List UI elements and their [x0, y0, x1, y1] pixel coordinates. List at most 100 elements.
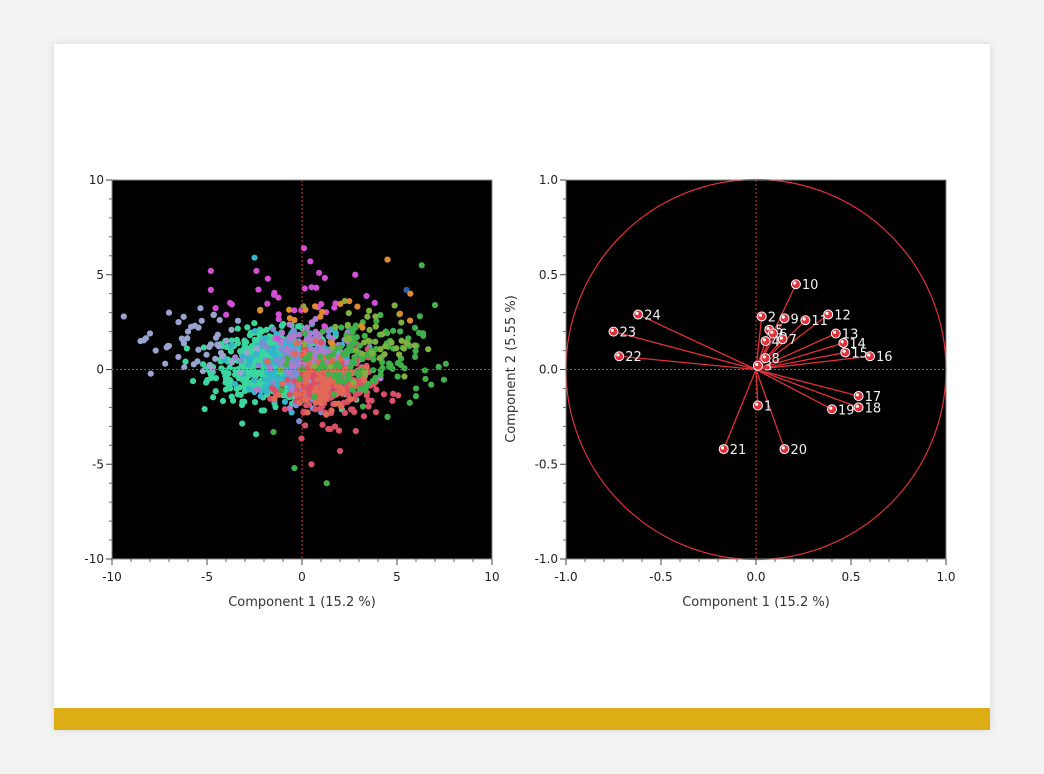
loading-vector-line: [755, 368, 859, 397]
accent-bar: [54, 708, 990, 730]
score-point: [291, 307, 298, 314]
score-point: [270, 379, 277, 386]
score-point: [377, 346, 384, 353]
score-point: [181, 364, 188, 371]
score-point: [349, 386, 356, 394]
score-point: [251, 399, 259, 406]
loading-point-highlight: [833, 330, 837, 334]
x-tick-label: 5: [393, 570, 401, 584]
score-point: [264, 369, 271, 376]
x-tick-label: -10: [102, 570, 122, 584]
loading-point-label: 24: [644, 309, 661, 324]
score-point: [425, 346, 432, 353]
loading-point-highlight: [793, 281, 797, 285]
y-tick-label: 0: [96, 363, 104, 377]
score-point: [327, 363, 334, 370]
score-point: [214, 341, 221, 348]
score-point: [191, 322, 198, 329]
score-point: [381, 351, 388, 358]
score-point: [312, 330, 319, 337]
score-point: [384, 256, 391, 263]
score-point: [340, 350, 347, 358]
score-point: [360, 377, 368, 384]
score-point: [251, 327, 259, 335]
score-point: [325, 353, 332, 360]
score-point: [286, 321, 293, 328]
score-point: [356, 342, 363, 349]
loading-point: [779, 313, 790, 324]
score-point: [120, 313, 127, 320]
y-tick-label: -10: [84, 552, 104, 566]
score-point: [292, 356, 299, 363]
score-point: [275, 294, 282, 301]
score-point: [318, 339, 325, 346]
score-point: [206, 343, 213, 351]
score-point: [296, 418, 303, 425]
score-point: [352, 427, 359, 435]
score-point: [402, 339, 410, 346]
score-point: [264, 300, 271, 307]
score-point: [328, 340, 336, 347]
loading-point: [608, 326, 619, 337]
score-point: [312, 406, 319, 413]
score-point: [291, 350, 298, 357]
score-point: [431, 301, 439, 309]
score-point: [214, 331, 221, 338]
score-point: [278, 380, 286, 387]
score-point: [289, 386, 296, 394]
loading-x-axis-title: Component 1 (15.2 %): [682, 595, 830, 610]
score-point: [356, 385, 363, 393]
score-point: [276, 376, 283, 383]
score-point: [270, 428, 277, 436]
score-point: [355, 372, 362, 379]
loading-point-label: 9: [791, 312, 799, 327]
loading-point-label: 19: [838, 403, 855, 418]
score-point: [223, 343, 231, 351]
loading-point: [752, 400, 763, 411]
score-point: [273, 357, 280, 364]
score-point: [219, 352, 226, 360]
loading-vector-line: [755, 351, 846, 371]
score-point: [189, 377, 197, 385]
loading-point: [779, 444, 790, 455]
score-point: [379, 331, 386, 338]
score-point: [221, 367, 228, 374]
loading-point-highlight: [802, 317, 806, 321]
loading-point: [756, 311, 767, 322]
score-point: [307, 338, 314, 345]
loading-point-label: 18: [865, 401, 882, 416]
score-point: [275, 311, 282, 318]
y-tick-label: -1.0: [535, 552, 558, 566]
loading-vector-line: [755, 369, 786, 450]
score-point: [370, 356, 377, 363]
score-point: [377, 371, 384, 378]
score-plot: -10 -5 0 5 10 -10 -5 0 5 10 Component 1 (15.2 %): [84, 173, 499, 610]
score-point: [291, 316, 298, 324]
score-point: [421, 367, 429, 374]
loading-point-highlight: [635, 311, 639, 315]
score-point: [321, 323, 328, 330]
score-point: [275, 316, 282, 323]
score-point: [323, 480, 330, 487]
score-point: [385, 360, 393, 367]
score-point: [305, 401, 312, 408]
score-point: [301, 341, 308, 348]
score-point: [222, 379, 229, 386]
score-point: [418, 262, 425, 269]
score-point: [228, 337, 235, 344]
y-tick-label: 0.0: [539, 363, 558, 377]
score-point: [315, 369, 322, 376]
score-point: [203, 351, 210, 358]
score-point: [290, 327, 297, 334]
loading-vectors: 123456789101112131415161718192021222324: [608, 278, 893, 458]
loading-point: [718, 444, 729, 455]
score-point: [398, 319, 405, 326]
score-point: [372, 374, 379, 381]
loading-point-label: 5: [775, 324, 783, 339]
score-point: [238, 357, 245, 364]
score-point: [263, 326, 270, 333]
score-point: [317, 353, 324, 360]
score-point: [239, 420, 246, 427]
score-point: [306, 350, 313, 357]
loading-point: [840, 347, 851, 358]
